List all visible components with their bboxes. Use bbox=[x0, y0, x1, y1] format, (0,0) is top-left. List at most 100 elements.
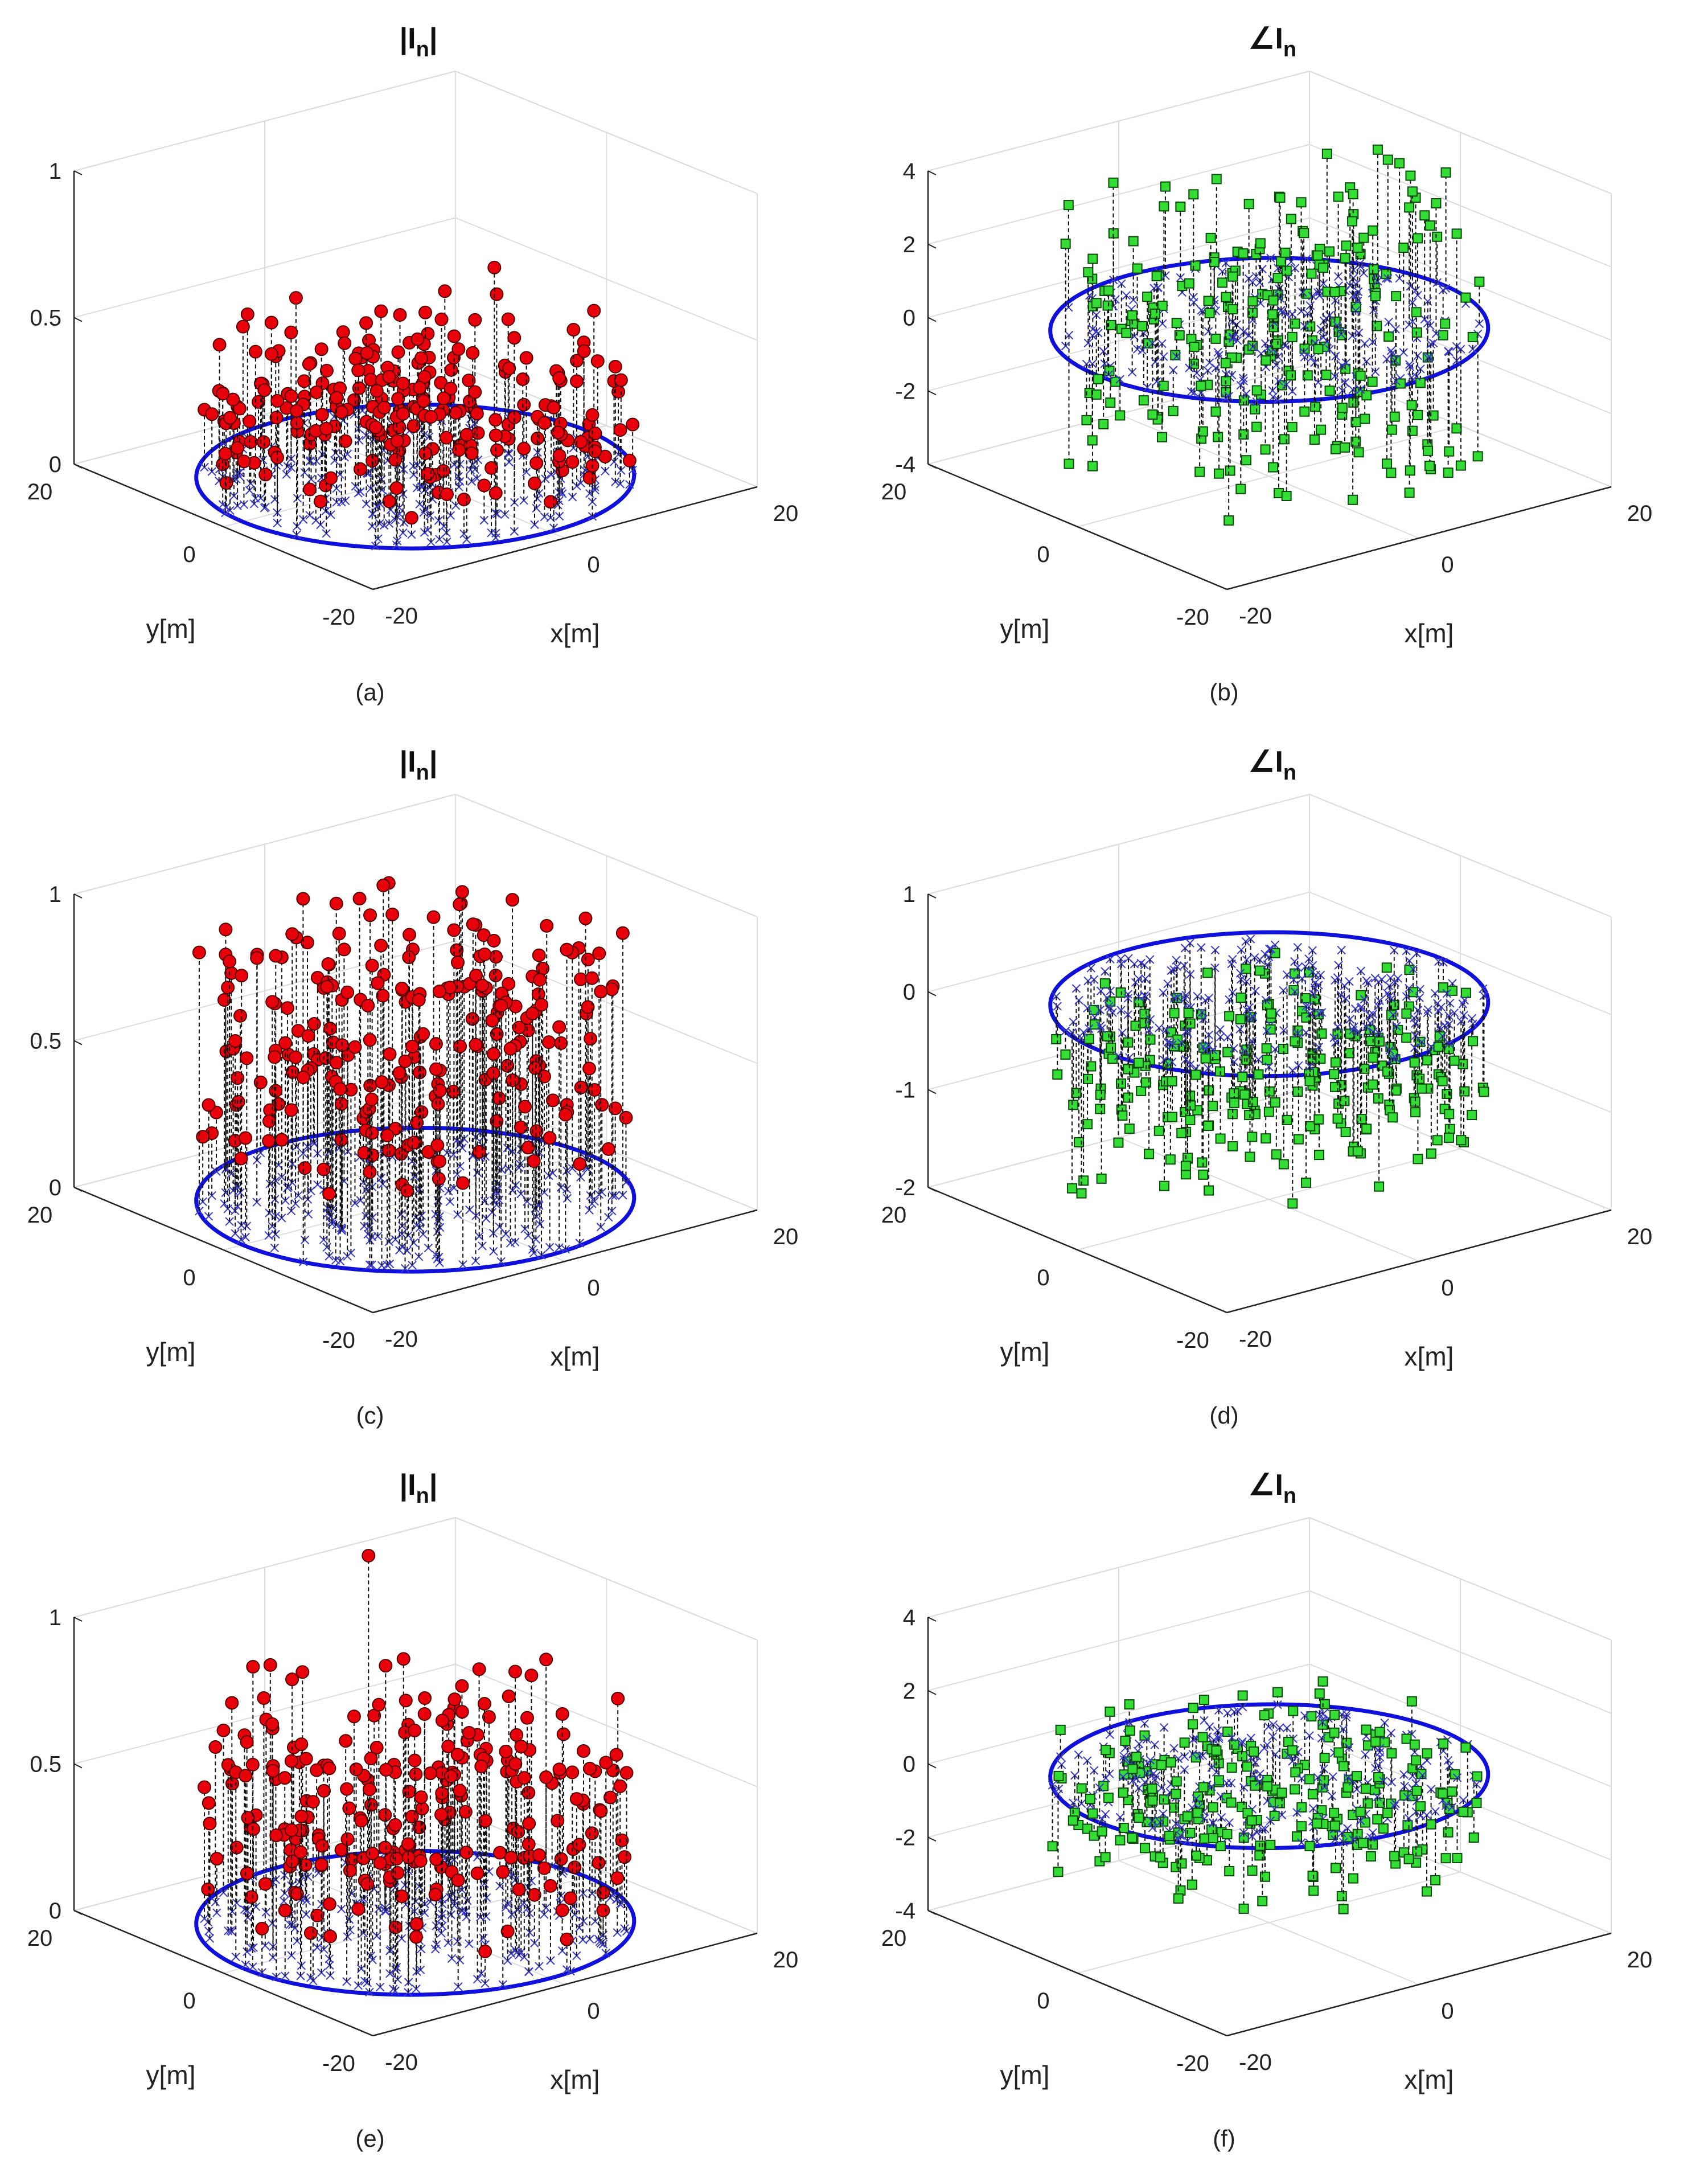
stem-marker bbox=[360, 346, 374, 360]
stem-marker bbox=[494, 999, 508, 1013]
element-cross bbox=[298, 1149, 308, 1158]
stem-marker bbox=[1067, 1183, 1078, 1194]
stem-marker bbox=[1169, 1008, 1180, 1019]
stem-marker bbox=[517, 397, 531, 412]
stem-marker bbox=[1074, 1137, 1085, 1147]
stem-marker bbox=[1419, 210, 1430, 221]
stem-marker bbox=[1438, 330, 1448, 341]
stem-marker bbox=[1353, 447, 1364, 458]
element-cross bbox=[1341, 994, 1350, 1003]
stem-marker bbox=[1410, 1107, 1421, 1118]
element-cross bbox=[1246, 934, 1255, 944]
stem-marker bbox=[1127, 310, 1138, 321]
stem-marker bbox=[212, 338, 227, 352]
x-tick-label: 0 bbox=[587, 1999, 600, 2024]
stem-marker bbox=[285, 927, 299, 941]
stem-marker bbox=[502, 361, 516, 375]
stem-marker bbox=[447, 1692, 462, 1707]
stem-marker bbox=[439, 430, 453, 445]
stem-marker bbox=[197, 1780, 211, 1794]
z-tick bbox=[927, 390, 937, 396]
stem-marker bbox=[1432, 231, 1443, 242]
stem-marker bbox=[527, 1154, 541, 1168]
element-cross bbox=[224, 1926, 233, 1936]
stem-marker bbox=[264, 347, 278, 361]
stem-marker bbox=[1313, 1114, 1324, 1125]
stem-marker bbox=[1424, 220, 1435, 231]
stem-marker bbox=[353, 462, 367, 476]
stem-marker bbox=[1130, 1020, 1141, 1031]
stem-marker bbox=[544, 495, 558, 509]
stem-marker bbox=[1247, 296, 1258, 307]
stem-marker bbox=[613, 423, 627, 437]
stem-marker bbox=[584, 1032, 598, 1046]
stem-marker bbox=[1153, 1125, 1164, 1136]
stem-marker bbox=[338, 336, 352, 350]
stem-marker bbox=[289, 1050, 303, 1064]
stem-marker bbox=[250, 951, 264, 965]
stem-marker bbox=[532, 948, 546, 962]
element-cross bbox=[359, 1895, 368, 1904]
title-subscript: n bbox=[416, 1484, 429, 1508]
z-tick-label: -2 bbox=[895, 1175, 915, 1200]
stem-marker bbox=[1143, 338, 1153, 349]
stem-marker bbox=[313, 494, 327, 509]
stem-marker bbox=[1460, 987, 1471, 998]
stem-marker bbox=[1175, 201, 1186, 212]
stem-marker bbox=[537, 1861, 551, 1875]
stem-marker bbox=[1151, 271, 1162, 282]
stem-marker bbox=[1174, 330, 1185, 341]
stem-marker bbox=[1443, 468, 1454, 478]
z-tick bbox=[73, 464, 83, 469]
title-main: ∠I bbox=[1249, 745, 1283, 778]
stem-marker bbox=[1184, 278, 1194, 289]
element-cross bbox=[1254, 1055, 1263, 1064]
y-axis-label: y[m] bbox=[146, 614, 196, 643]
y-tick-label: 0 bbox=[183, 1988, 195, 2014]
element-cross bbox=[1293, 942, 1302, 952]
element-cross bbox=[455, 1162, 465, 1171]
stem-marker bbox=[1141, 1077, 1152, 1088]
stem-marker bbox=[502, 1689, 516, 1703]
stem-marker bbox=[361, 999, 375, 1013]
x-axis-line bbox=[372, 1932, 758, 2037]
stem-marker bbox=[1225, 465, 1235, 476]
stem-marker bbox=[1123, 1092, 1134, 1103]
element-cross bbox=[1435, 1023, 1444, 1032]
stem-marker bbox=[323, 1022, 337, 1036]
stem-marker bbox=[619, 1766, 634, 1780]
stem-marker bbox=[1472, 451, 1483, 462]
stem-marker bbox=[521, 1141, 535, 1155]
y-tick-label: 20 bbox=[27, 1926, 53, 1951]
stem-marker bbox=[1360, 413, 1370, 424]
element-cross bbox=[418, 1229, 428, 1239]
element-cross bbox=[1348, 1026, 1358, 1035]
element-cross bbox=[300, 1235, 310, 1245]
stem-marker bbox=[1204, 1185, 1214, 1196]
stem-marker bbox=[258, 468, 273, 482]
z-tick bbox=[927, 1187, 937, 1192]
stem-marker bbox=[385, 907, 400, 921]
stem-marker bbox=[1137, 321, 1148, 331]
stem-marker bbox=[192, 945, 206, 960]
element-cross bbox=[1415, 993, 1424, 1002]
stem-marker bbox=[236, 319, 250, 334]
stem-marker bbox=[1064, 458, 1074, 469]
stem-marker bbox=[1382, 458, 1393, 469]
stem-marker bbox=[296, 1070, 310, 1084]
element-cross bbox=[1389, 1010, 1398, 1019]
stem-marker bbox=[488, 413, 503, 427]
stem-marker bbox=[285, 1672, 299, 1687]
stem-marker bbox=[315, 408, 329, 422]
stem-marker bbox=[1261, 1133, 1271, 1144]
stem-marker bbox=[390, 434, 404, 448]
stem-marker bbox=[340, 985, 355, 999]
stem-marker bbox=[585, 971, 599, 985]
z-tick-label: 4 bbox=[903, 159, 915, 184]
stem-marker bbox=[1220, 358, 1231, 368]
stem-marker bbox=[1372, 144, 1383, 155]
element-cross bbox=[607, 1206, 617, 1216]
stem-marker bbox=[1423, 445, 1434, 456]
stem-marker bbox=[453, 897, 467, 912]
